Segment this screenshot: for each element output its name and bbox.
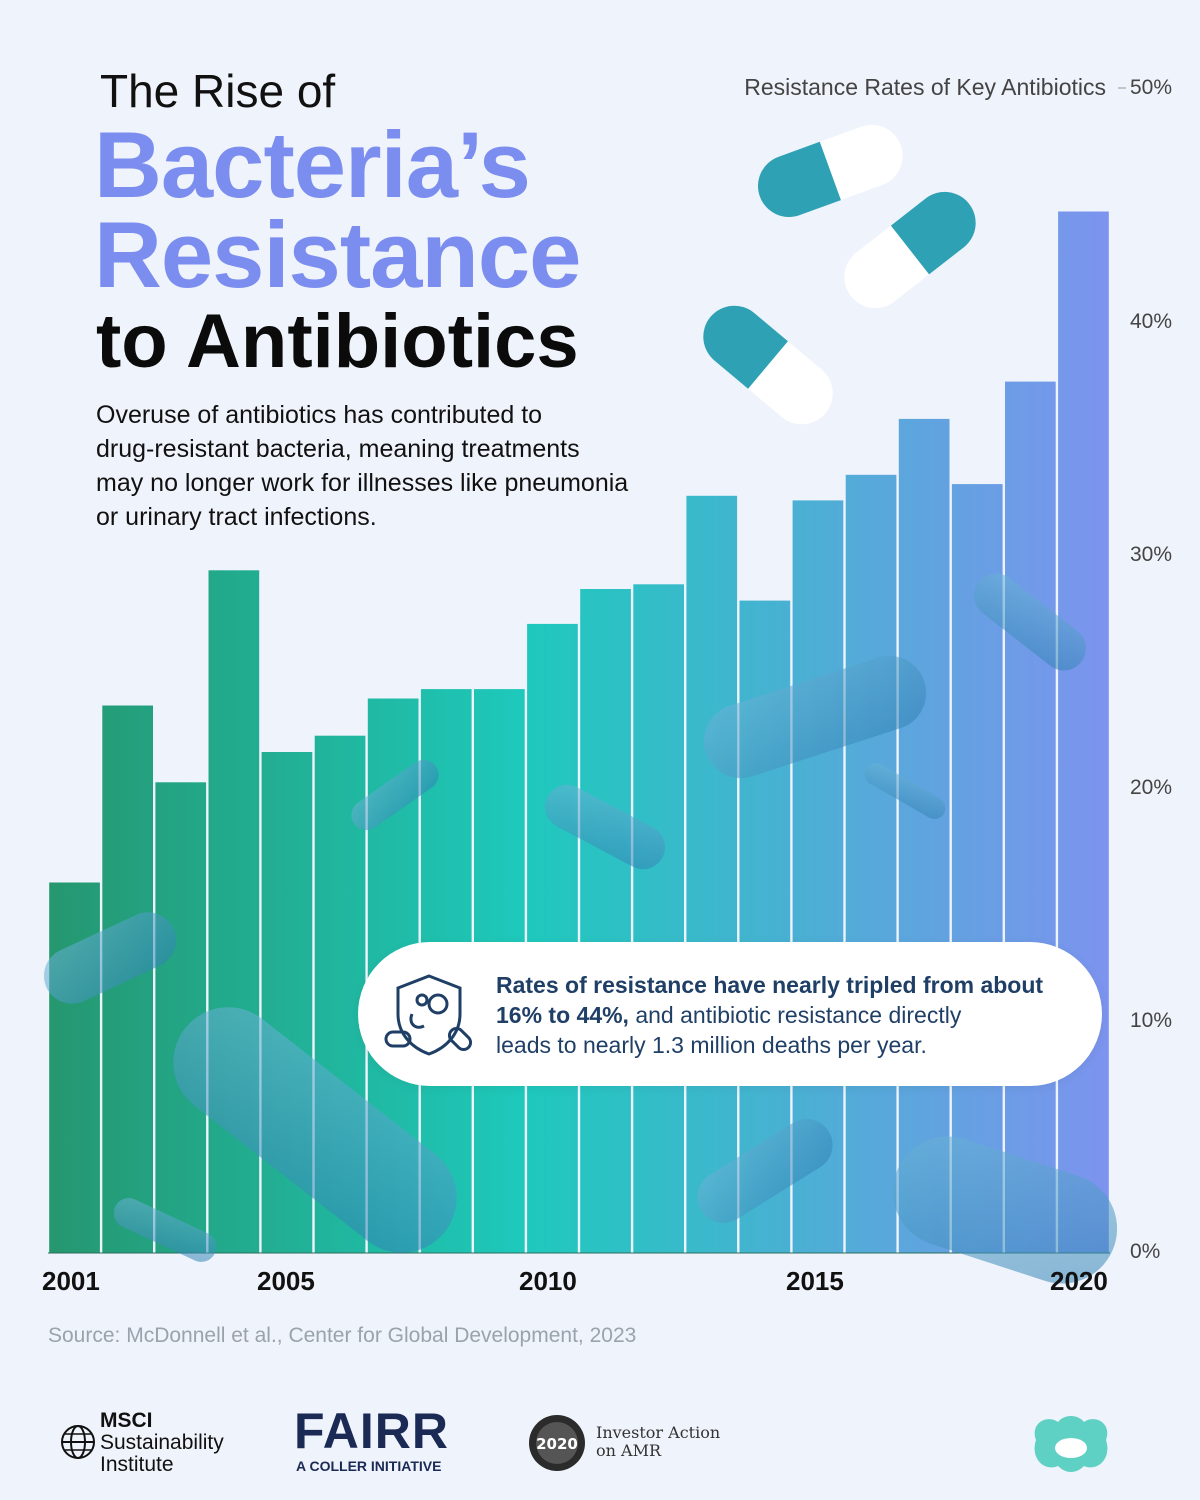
amr-badge-text: 2020 (536, 1435, 578, 1453)
callout-text: Rates of resistance have nearly tripled … (496, 970, 1086, 1060)
msci-globe-icon (61, 1425, 95, 1459)
visual-capitalist-icon (1034, 1416, 1108, 1472)
subtitle-line: or urinary tract infections. (96, 503, 377, 531)
callout-box: Rates of resistance have nearly tripled … (358, 942, 1102, 1086)
x-tick-label: 2015 (786, 1266, 844, 1296)
x-tick-label: 2001 (42, 1266, 100, 1296)
y-tick-label: 20% (1130, 776, 1173, 799)
pill-capsule-icon (757, 124, 903, 217)
chart-heading: Resistance Rates of Key Antibiotics (744, 74, 1106, 100)
y-tick-label: 50% (1130, 76, 1173, 99)
title-line-2: Bacteria’s (94, 112, 531, 217)
msci-logo-line: Institute (100, 1453, 174, 1476)
subtitle-line: Overuse of antibiotics has contributed t… (96, 401, 543, 429)
bar-2016 (845, 474, 897, 1253)
x-tick-label: 2020 (1050, 1266, 1108, 1296)
msci-logo-line: MSCI (100, 1409, 153, 1432)
subtitle-line: drug-resistant bacteria, meaning treatme… (96, 435, 580, 463)
bar-2004 (208, 570, 260, 1253)
subtitle-line: may no longer work for illnesses like pn… (96, 469, 629, 497)
callout-line-3: leads to nearly 1.3 million deaths per y… (496, 1032, 927, 1058)
bacteria-decoration (43, 573, 1118, 1284)
amr-logo: Investor Action on AMR (596, 1424, 720, 1460)
title-line-4: to Antibiotics (96, 299, 579, 384)
title-line-1: The Rise of (100, 65, 336, 117)
y-tick-label: 40% (1130, 310, 1173, 333)
pill-capsule-icon (703, 305, 833, 425)
msci-logo: MSCI Sustainability Institute (100, 1410, 224, 1476)
callout-highlight: 16% to 44%, (496, 1002, 629, 1028)
fairr-logo: FAIRR (294, 1403, 449, 1459)
callout-line-2: and antibiotic resistance directly (628, 1002, 962, 1028)
subtitle: Overuse of antibiotics has contributed t… (96, 398, 656, 534)
x-tick-label: 2005 (257, 1266, 315, 1296)
bar-2019 (1005, 381, 1056, 1254)
x-tick-label: 2010 (519, 1266, 577, 1296)
title-line-3: Resistance (94, 202, 581, 307)
fairr-tagline: A COLLER INITIATIVE (296, 1458, 442, 1474)
msci-logo-line: Sustainability (100, 1431, 224, 1454)
shield-bacteria-pill-icon (384, 974, 473, 1056)
amr-logo-line: Investor Action (596, 1423, 721, 1442)
y-tick-label: 10% (1130, 1009, 1173, 1032)
bar-2011 (580, 589, 631, 1253)
y-tick-label: 30% (1130, 543, 1173, 566)
amr-logo-line: on AMR (596, 1441, 662, 1460)
source-note: Source: McDonnell et al., Center for Glo… (48, 1324, 637, 1347)
pill-capsule-icon (844, 191, 976, 309)
bar-2010 (527, 623, 578, 1253)
bar-2020 (1058, 211, 1109, 1253)
y-tick-label: 0% (1130, 1240, 1161, 1263)
callout-line-1: Rates of resistance have nearly tripled … (496, 972, 1044, 998)
bar-2012 (633, 584, 684, 1253)
bar-2017 (898, 418, 950, 1253)
amr-badge-icon: 2020 (529, 1415, 585, 1471)
bar-2013 (686, 495, 738, 1254)
